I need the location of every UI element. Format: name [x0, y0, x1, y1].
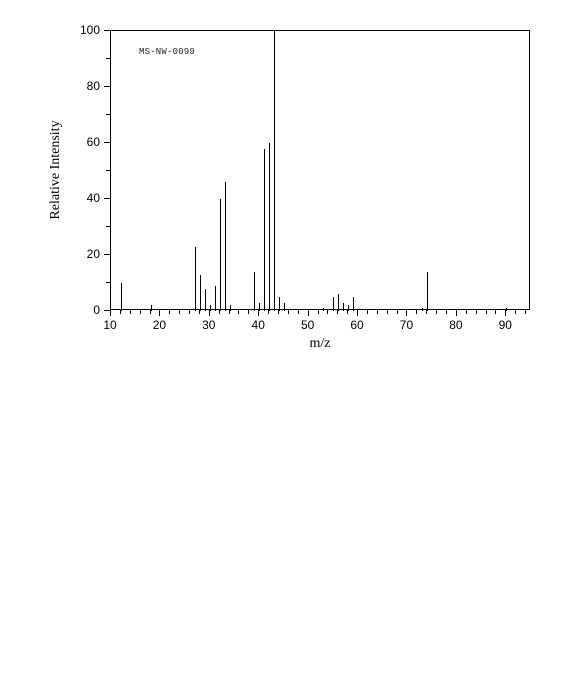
spectrum-peak: [348, 305, 349, 311]
x-tick-minor: [495, 310, 496, 314]
x-tick-major: [406, 310, 407, 316]
x-tick-minor: [327, 310, 328, 314]
spectrum-peak: [427, 272, 428, 311]
x-tick-major: [308, 310, 309, 316]
x-tick-minor: [486, 310, 487, 314]
x-tick-minor: [238, 310, 239, 314]
y-tick-label: 100: [50, 23, 100, 37]
x-tick-minor: [397, 310, 398, 314]
spectrum-peak: [264, 149, 265, 311]
y-tick-label: 80: [50, 79, 100, 93]
x-tick-minor: [318, 310, 319, 314]
x-tick-minor: [288, 310, 289, 314]
spectrum-peak: [323, 308, 324, 311]
x-tick-minor: [476, 310, 477, 314]
x-tick-minor: [525, 310, 526, 314]
x-tick-minor: [367, 310, 368, 314]
x-tick-minor: [416, 310, 417, 314]
page: Relative Intensity m/z 020406080100 1020…: [0, 0, 576, 700]
x-tick-minor: [446, 310, 447, 314]
spectrum-peak: [333, 297, 334, 311]
spectrum-peak: [353, 297, 354, 311]
x-tick-label: 10: [103, 318, 116, 332]
spectrum-peak: [269, 143, 270, 311]
spectrum-peak: [121, 283, 122, 311]
y-tick-label: 60: [50, 135, 100, 149]
x-tick-label: 60: [350, 318, 363, 332]
spectrum-peak: [254, 272, 255, 311]
y-tick-label: 40: [50, 191, 100, 205]
x-tick-minor: [169, 310, 170, 314]
x-tick-major: [357, 310, 358, 316]
spectrum-peak: [338, 294, 339, 311]
x-tick-label: 40: [252, 318, 265, 332]
x-tick-label: 20: [153, 318, 166, 332]
x-tick-label: 90: [499, 318, 512, 332]
x-axis-label: m/z: [310, 336, 331, 352]
spectrum-peak: [422, 308, 423, 311]
plot-area: MS-NW-0099: [110, 30, 530, 310]
x-tick-minor: [140, 310, 141, 314]
spectrum-peak: [200, 275, 201, 311]
spectrum-peak: [220, 199, 221, 311]
x-tick-minor: [130, 310, 131, 314]
x-tick-minor: [387, 310, 388, 314]
mass-spectrum-chart: Relative Intensity m/z 020406080100 1020…: [40, 20, 540, 360]
x-tick-label: 70: [400, 318, 413, 332]
spectrum-peak: [215, 286, 216, 311]
sample-id-label: MS-NW-0099: [139, 47, 195, 57]
x-tick-minor: [436, 310, 437, 314]
x-tick-minor: [377, 310, 378, 314]
x-tick-minor: [466, 310, 467, 314]
x-tick-minor: [189, 310, 190, 314]
x-tick-minor: [298, 310, 299, 314]
spectrum-peak: [506, 308, 507, 311]
spectrum-peak: [343, 303, 344, 311]
y-tick-label: 20: [50, 247, 100, 261]
x-tick-major: [456, 310, 457, 316]
x-tick-minor: [179, 310, 180, 314]
x-tick-label: 50: [301, 318, 314, 332]
spectrum-peak: [259, 303, 260, 311]
x-tick-label: 80: [449, 318, 462, 332]
spectrum-peak: [205, 289, 206, 311]
spectrum-peak: [195, 247, 196, 311]
spectrum-peak: [284, 303, 285, 311]
x-tick-minor: [515, 310, 516, 314]
x-tick-label: 30: [202, 318, 215, 332]
spectrum-peak: [151, 305, 152, 311]
x-tick-major: [110, 310, 111, 316]
spectrum-peak: [225, 182, 226, 311]
y-tick-label: 0: [50, 303, 100, 317]
spectrum-peak: [279, 297, 280, 311]
x-tick-major: [159, 310, 160, 316]
spectrum-peak: [274, 31, 275, 311]
spectrum-peak: [230, 305, 231, 311]
spectrum-peak: [210, 305, 211, 311]
x-tick-minor: [248, 310, 249, 314]
